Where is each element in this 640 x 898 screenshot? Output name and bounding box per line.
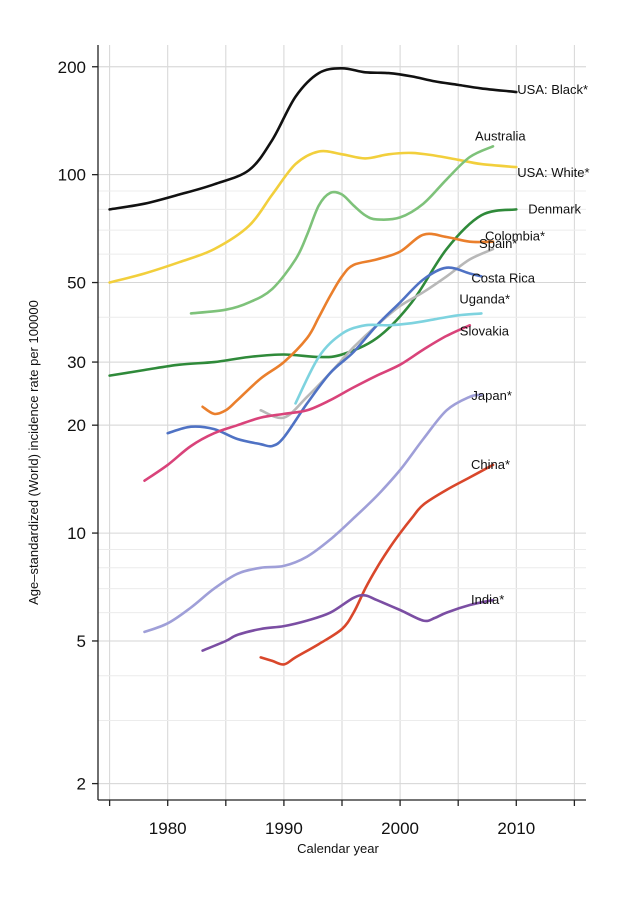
series-lines bbox=[108, 66, 518, 666]
series-line-usa-white bbox=[108, 149, 518, 284]
x-tick-label: 1980 bbox=[149, 819, 187, 838]
series-label-denmark: Denmark bbox=[528, 201, 581, 216]
series-line-india bbox=[201, 593, 495, 652]
series-line-costa-rica bbox=[166, 266, 483, 448]
series-line-japan bbox=[143, 393, 483, 634]
y-axis-title: Age–standardized (World) incidence rate … bbox=[26, 300, 41, 605]
series-line-denmark bbox=[108, 208, 518, 377]
y-tick-label: 10 bbox=[67, 524, 86, 543]
series-labels: USA: Black* USA: White* Australia Denmark Co… bbox=[459, 82, 589, 607]
series-line-usa-black bbox=[108, 66, 518, 211]
series-label-usa-black: USA: Black* bbox=[517, 82, 588, 97]
axes: 2 5 10 20 30 50 100 200 1980 1990 2000 2010 bbox=[58, 45, 586, 838]
series-line-colombia bbox=[201, 232, 495, 416]
x-tick-label: 1990 bbox=[265, 819, 303, 838]
y-tick-label: 5 bbox=[77, 632, 86, 651]
gridlines bbox=[98, 45, 586, 800]
series-label-australia: Australia bbox=[475, 128, 526, 143]
series-label-india: India* bbox=[471, 592, 504, 607]
x-axis-title: Calendar year bbox=[297, 841, 379, 856]
x-tick-label: 2000 bbox=[381, 819, 419, 838]
y-tick-label: 50 bbox=[67, 274, 86, 293]
series-label-colombia: Colombia* bbox=[485, 229, 545, 244]
y-tick-label: 20 bbox=[67, 416, 86, 435]
series-label-costa-rica: Costa Rica bbox=[471, 270, 535, 285]
series-line-australia bbox=[189, 145, 495, 315]
y-tick-label: 30 bbox=[67, 353, 86, 372]
series-label-slovakia: Slovakia bbox=[460, 323, 510, 338]
series-label-usa-white: USA: White* bbox=[517, 165, 589, 180]
series-line-slovakia bbox=[143, 324, 472, 482]
series-line-uganda bbox=[294, 312, 483, 405]
series-label-china: China* bbox=[471, 457, 510, 472]
y-tick-label: 100 bbox=[58, 166, 86, 185]
series-line-china bbox=[259, 463, 495, 666]
y-tick-label: 2 bbox=[77, 775, 86, 794]
y-tick-label: 200 bbox=[58, 58, 86, 77]
x-tick-label: 2010 bbox=[497, 819, 535, 838]
series-label-japan: Japan* bbox=[471, 388, 511, 403]
series-label-spain: Spain* bbox=[479, 236, 517, 251]
series-label-uganda: Uganda* bbox=[459, 291, 510, 306]
